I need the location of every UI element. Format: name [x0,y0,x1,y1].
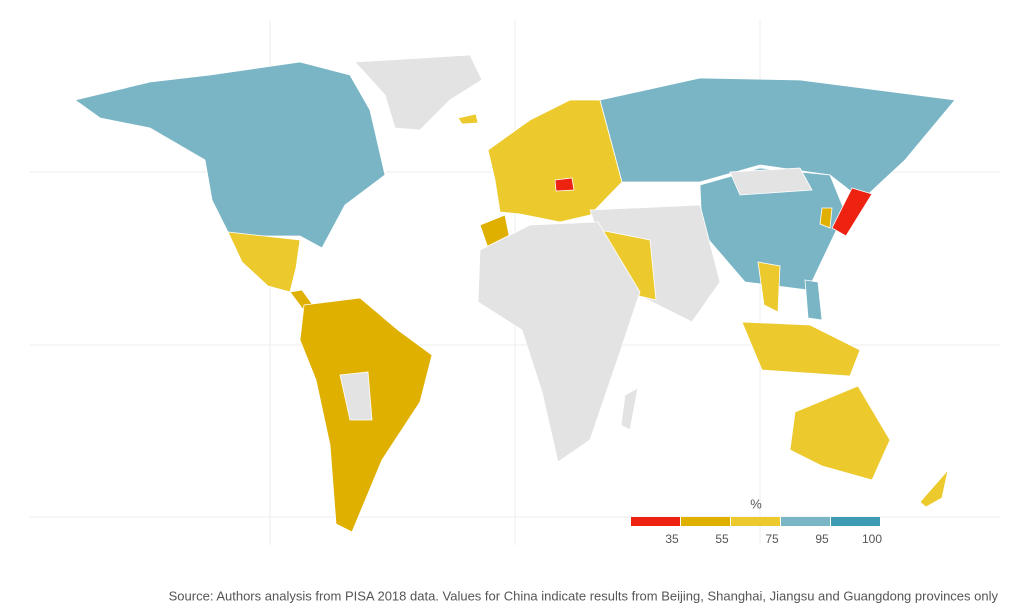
europe [487,99,623,223]
legend-label: 35 [665,532,679,546]
north-america [74,61,386,249]
greenland [354,54,483,131]
japan [831,187,873,237]
iceland [457,113,479,125]
legend-label: 95 [815,532,829,546]
countries [74,54,956,533]
legend-label: 55 [715,532,729,546]
australia [789,385,891,481]
africa [477,221,641,463]
philippines [804,279,823,321]
indonesia [741,321,861,377]
legend-label: 100 [862,532,882,546]
legend-swatch [781,517,830,526]
korea [819,207,833,229]
southeast-asia [757,261,781,313]
source-note: Source: Authors analysis from PISA 2018 … [169,588,999,603]
madagascar [620,387,639,431]
legend-swatch [631,517,680,526]
legend-title: % [750,496,762,511]
legend-swatch [681,517,730,526]
legend: 35 55 75 95 100 [631,517,882,546]
legend-swatch [731,517,780,526]
mongolia [729,167,813,196]
mexico [227,231,301,293]
hungary [554,177,575,192]
bolivia [339,371,373,421]
legend-label: 75 [765,532,779,546]
legend-swatch [831,517,880,526]
new-zealand [919,468,949,508]
